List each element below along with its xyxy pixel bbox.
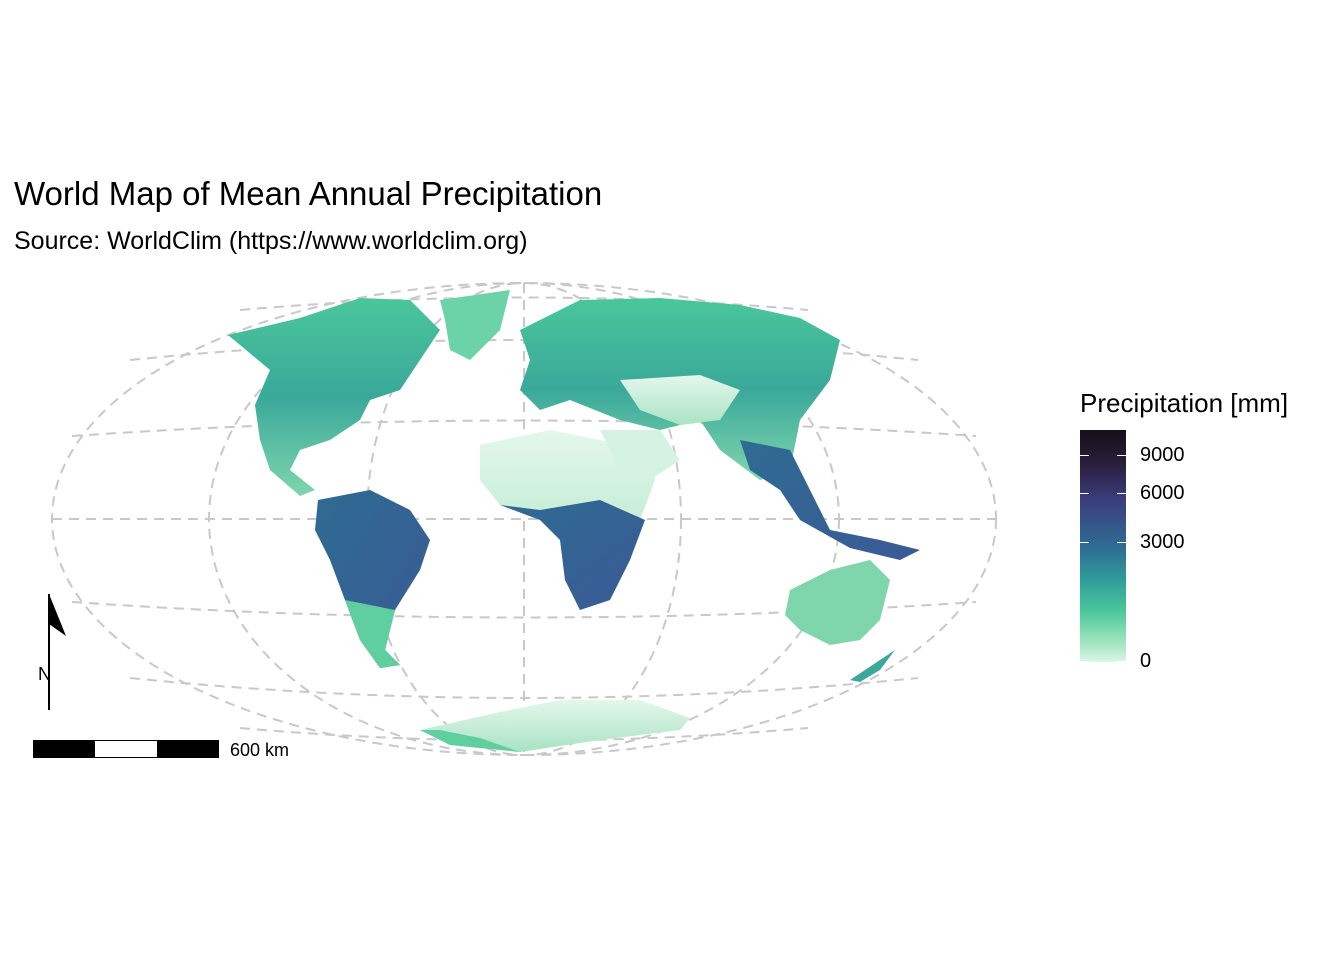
map-subtitle: Source: WorldClim (https://www.worldclim…: [14, 227, 528, 255]
north-arrow-head: [49, 594, 66, 636]
legend-tick: [1080, 542, 1126, 543]
north-arrow: [48, 594, 66, 710]
scale-bar: [33, 740, 219, 758]
antarctica: [420, 700, 690, 752]
north-label: N: [38, 664, 51, 684]
scale-segment: [34, 741, 96, 757]
south-america-south: [345, 600, 400, 668]
australia: [785, 560, 890, 645]
land-masses: [228, 290, 920, 752]
greenland: [440, 290, 510, 360]
new-zealand: [850, 650, 895, 682]
legend-tick: [1080, 455, 1126, 456]
legend-tick-label: 3000: [1140, 531, 1185, 553]
legend-colorbar: [1080, 430, 1126, 662]
graticule-parallel: [71, 419, 977, 437]
legend-tick-label: 6000: [1140, 482, 1185, 504]
legend-title: Precipitation [mm]: [1080, 388, 1289, 418]
scale-segment: [156, 741, 218, 757]
south-america: [315, 490, 430, 668]
asia-dry: [620, 375, 740, 425]
scale-segment: [95, 741, 157, 757]
legend-tick-label: 9000: [1140, 444, 1185, 466]
scale-label: 600 km: [230, 740, 290, 760]
southeast-asia: [740, 440, 920, 560]
arabia: [600, 430, 680, 480]
map-title: World Map of Mean Annual Precipitation: [14, 175, 603, 212]
africa-wet: [500, 500, 645, 610]
graticule-meridian: [208, 282, 840, 756]
legend-tick-label: 0: [1140, 650, 1152, 672]
legend-tick: [1080, 661, 1126, 662]
legend-tick: [1080, 493, 1126, 494]
north-america: [228, 298, 440, 496]
graticule: [51, 282, 997, 756]
antarctica-coast: [420, 730, 520, 752]
